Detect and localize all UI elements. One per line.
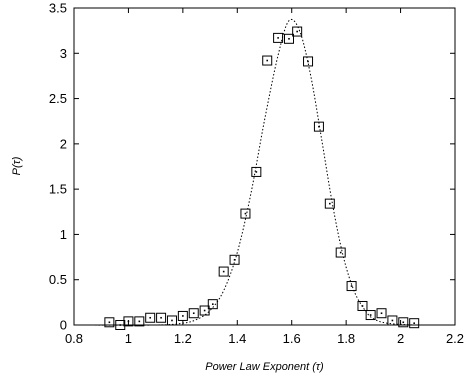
data-point	[207, 299, 218, 310]
data-point	[365, 310, 376, 321]
data-point	[177, 310, 188, 321]
data-point	[104, 317, 115, 328]
data-point	[156, 312, 167, 323]
y-axis-label: P(τ)	[11, 156, 23, 175]
y-tick-label: 3.5	[49, 1, 67, 16]
data-point	[240, 208, 251, 219]
data-point	[409, 318, 420, 329]
data-point	[166, 315, 177, 326]
x-tick-label: 1	[125, 331, 132, 346]
y-tick-label: 1	[60, 227, 67, 242]
data-point	[115, 320, 126, 330]
data-point	[251, 166, 262, 177]
x-axis-label: Power Law Exponent (τ)	[205, 361, 324, 373]
x-tick-label: 2	[397, 331, 404, 346]
data-point	[387, 315, 398, 326]
data-point	[145, 312, 156, 323]
data-point	[292, 26, 303, 37]
data-point	[134, 316, 145, 327]
plot-area	[73, 7, 456, 330]
data-point	[273, 32, 284, 43]
x-tick-label: 0.8	[65, 331, 83, 346]
data-point	[324, 198, 335, 209]
x-tick-label: 1.2	[174, 331, 192, 346]
data-point	[229, 254, 240, 265]
y-tick-label: 2.5	[49, 91, 67, 106]
data-point	[335, 247, 346, 258]
data-point	[218, 266, 229, 277]
x-tick-label: 1.4	[228, 331, 246, 346]
data-point	[357, 300, 368, 311]
data-point	[313, 121, 324, 132]
y-tick-label: 1.5	[49, 182, 67, 197]
data-point	[398, 317, 409, 328]
y-tick-label: 3	[60, 46, 67, 61]
data-point	[303, 56, 314, 67]
data-point	[376, 308, 387, 319]
fit-curve	[73, 18, 415, 326]
x-tick-label: 1.8	[337, 331, 355, 346]
y-tick-label: 0.5	[49, 272, 67, 287]
y-axis: 0 0.5 1 1.5 2 2.5 3 3.5	[49, 1, 455, 333]
plot-frame	[73, 7, 456, 326]
y-tick-label: 0	[60, 318, 67, 333]
x-tick-label: 2.2	[446, 331, 464, 346]
y-tick-label: 2	[60, 136, 67, 151]
x-axis: 0.8 1 1.2 1.4 1.6 1.8 2 2.2	[65, 8, 464, 346]
data-point	[262, 55, 273, 66]
data-point	[199, 305, 210, 316]
x-tick-label: 1.6	[283, 331, 301, 346]
data-point	[283, 33, 294, 44]
data-point	[346, 281, 357, 292]
data-points	[104, 26, 420, 330]
data-point	[188, 308, 199, 319]
